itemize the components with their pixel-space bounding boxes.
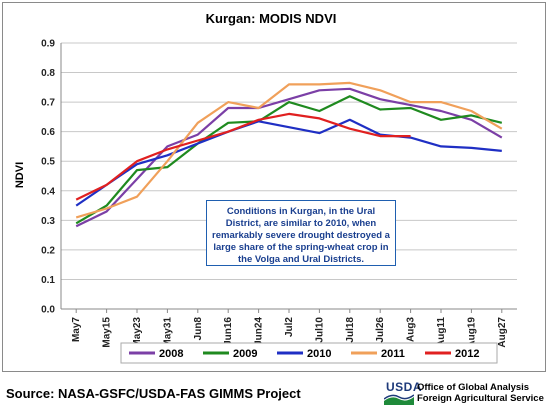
y-tick-label: 0.1 [41,275,55,286]
x-tick-label: Jul2 [284,317,295,337]
x-tick-label: Jun16 [223,317,234,346]
agency-line-2: Foreign Agricultural Service [417,393,544,404]
legend-box [120,342,498,364]
y-tick-label: 0.5 [41,157,55,168]
source-note: Source: NASA-GSFC/USDA-FAS GIMMS Project [6,386,301,401]
x-tick-label: May15 [102,317,113,348]
chart-title: Kurgan: MODIS NDVI [206,11,337,26]
legend: 2008 2009 2010 2011 2012 [120,342,498,364]
y-tick-label: 0.2 [41,245,55,256]
y-tick-label: 0.9 [41,39,55,50]
usda-logo-text: USDA [386,380,423,394]
usda-logo-icon [384,394,414,405]
y-tick-label: 0.3 [41,216,55,227]
y-tick-label: 0.8 [41,68,55,79]
x-tick-labels: May7 May15 May23 May31 Jun8 Jun16 Jun24 Jul2 Jul… [71,317,508,348]
legend-label: 2012 [455,348,479,360]
ndvi-chart: Kurgan: MODIS NDVI NDVI 0.00.10.20.30.40… [14,11,517,364]
x-tick-label: Jul10 [314,317,325,343]
x-tick-label: Jun24 [254,317,265,346]
legend-label: 2009 [233,348,257,360]
x-tick-label: May7 [71,317,82,342]
series-line-2010 [75,118,502,207]
x-tick-label: May23 [132,317,143,348]
x-tick-label: Jul18 [345,317,356,343]
y-tick-label: 0.4 [41,186,55,197]
legend-label: 2011 [381,348,405,360]
x-tick-label: Aug3 [406,317,417,342]
legend-label: 2008 [159,348,183,360]
x-tick-label: Jul26 [375,317,386,343]
agency-name: Office of Global Analysis Foreign Agricu… [417,382,544,404]
series-line-2009 [75,95,503,225]
annotation-box: Conditions in Kurgan, in the Ural Distri… [206,200,396,266]
series-lines [75,81,503,228]
x-tick-label: Aug27 [497,317,508,348]
y-axis-label: NDVI [14,162,26,188]
agency-line-1: Office of Global Analysis [417,382,530,393]
x-tick-label: May31 [162,317,173,348]
x-tick-label: Jun8 [193,317,204,341]
series-line-2012 [75,112,411,201]
series-line-2011 [75,81,503,219]
y-tick-label: 0.6 [41,127,55,138]
legend-label: 2010 [307,348,331,360]
y-tick-label: 0.7 [41,98,55,109]
chart-frame: Kurgan: MODIS NDVI NDVI 0.0 0.1 0.2 0.3 0.4 0… [2,2,546,372]
y-tick-label: 0.0 [41,305,55,316]
x-tick-label: Aug19 [466,317,477,348]
y-tick-labels: 0.0 0.1 0.2 0.3 0.4 0.5 0.6 0.7 0.8 0.9 [41,39,55,316]
x-tick-label: Aug11 [436,317,447,347]
